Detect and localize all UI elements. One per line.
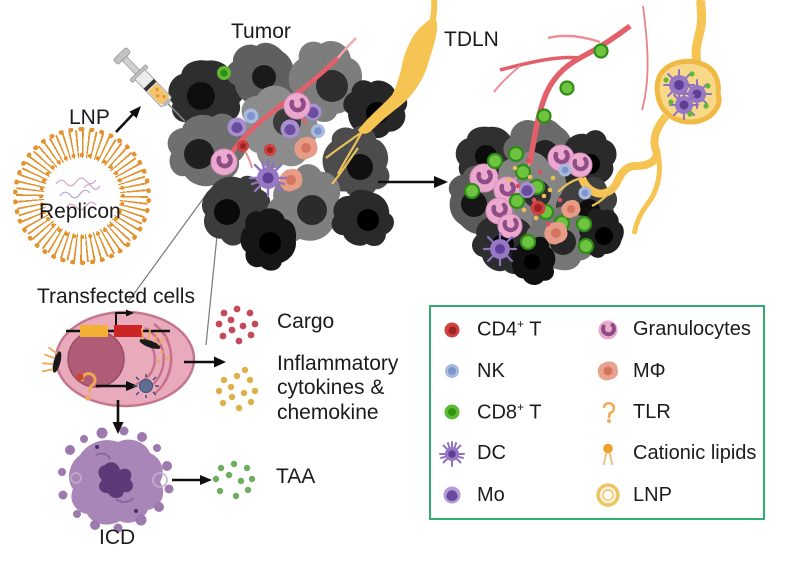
cd4-t-cell-icon bbox=[435, 317, 469, 343]
monocyte-icon bbox=[435, 482, 469, 508]
tumor-label: Tumor bbox=[231, 20, 291, 43]
lnp-particle bbox=[13, 127, 151, 265]
replicon-particle-in-cell bbox=[133, 374, 159, 398]
taa-dots bbox=[212, 460, 256, 500]
legend-item-cationic-lipids: Cationic lipids bbox=[591, 433, 763, 474]
legend-label: DC bbox=[477, 442, 506, 465]
immune-cells-primary bbox=[210, 66, 325, 198]
cytokines-label: Inflammatory cytokines & chemokine bbox=[277, 352, 399, 424]
legend-item-mo: Mo bbox=[435, 475, 591, 516]
legend-item-tlr: TLR bbox=[591, 392, 763, 433]
legend-label: NK bbox=[477, 359, 505, 382]
lnp-label: LNP bbox=[69, 106, 110, 129]
cytokine-dots bbox=[215, 366, 259, 412]
lnp-ring-icon bbox=[591, 480, 625, 510]
legend-label: LNP bbox=[633, 483, 672, 506]
arrow-icd-to-taa bbox=[172, 475, 212, 485]
tdln-vessel bbox=[358, 0, 438, 134]
legend-box: CD4+ T NK CD8+ T DC Mo bbox=[429, 305, 765, 520]
macrophage-icon bbox=[591, 358, 625, 384]
granulocyte-icon bbox=[591, 317, 625, 343]
legend-item-cd4-t: CD4+ T bbox=[435, 309, 591, 350]
cd8-t-cell-icon bbox=[435, 399, 469, 425]
legend-item-nk: NK bbox=[435, 351, 591, 392]
legend-right-column: Granulocytes MΦ TLR Cationic lipids LNP bbox=[591, 309, 763, 516]
lymph-node-vessel bbox=[557, 0, 722, 235]
legend-label: MΦ bbox=[633, 359, 666, 382]
tlr-receptor-icon bbox=[591, 399, 625, 425]
primary-tumor bbox=[157, 28, 415, 271]
legend-item-lnp: LNP bbox=[591, 475, 763, 516]
lymphatic-twigs-primary bbox=[325, 131, 363, 185]
arrow-cell-to-secretions bbox=[184, 356, 226, 368]
nk-cell-icon bbox=[435, 358, 469, 384]
membrane-lnp-right bbox=[139, 328, 167, 349]
dendritic-cell-icon bbox=[435, 439, 469, 469]
tdln-label: TDLN bbox=[444, 28, 499, 51]
cargo-dots bbox=[215, 305, 259, 345]
legend-label: Mo bbox=[477, 483, 505, 506]
icd-label: ICD bbox=[99, 526, 136, 549]
legend-label: Granulocytes bbox=[633, 318, 751, 341]
arrow-lnp-to-syringe bbox=[115, 106, 141, 133]
legend-item-dc: DC bbox=[435, 433, 591, 474]
legend-item-cd8-t: CD8+ T bbox=[435, 392, 591, 433]
arrow-tumor-to-treated bbox=[378, 176, 448, 188]
legend-item-granulocytes: Granulocytes bbox=[591, 309, 763, 350]
legend-label: Cationic lipids bbox=[633, 442, 757, 465]
legend-label: CD4+ T bbox=[477, 317, 542, 342]
transfected-cell bbox=[41, 309, 196, 408]
immune-cells-treated bbox=[463, 43, 609, 267]
arrow-cell-to-icd bbox=[112, 400, 124, 434]
legend-left-column: CD4+ T NK CD8+ T DC Mo bbox=[435, 309, 591, 516]
legend-label: TLR bbox=[633, 400, 671, 423]
cationic-lipid-icon bbox=[591, 441, 625, 467]
lymph-node-dendritic-cells bbox=[663, 69, 712, 120]
legend-item-macrophage: MΦ bbox=[591, 351, 763, 392]
lipid-outer-heads bbox=[13, 127, 151, 265]
tlr-in-cell bbox=[76, 372, 97, 401]
legend-label: CD8+ T bbox=[477, 400, 542, 424]
replicon-label: Replicon bbox=[39, 200, 121, 223]
syringe-icon bbox=[113, 47, 186, 122]
icd-cell bbox=[58, 426, 174, 533]
transfected-cells-label: Transfected cells bbox=[37, 285, 195, 308]
lipid-inner-heads bbox=[39, 153, 125, 239]
cargo-label: Cargo bbox=[277, 310, 335, 333]
taa-label: TAA bbox=[276, 465, 316, 488]
membrane-lnp-left bbox=[41, 346, 62, 373]
arrow-in-cell bbox=[96, 381, 138, 391]
